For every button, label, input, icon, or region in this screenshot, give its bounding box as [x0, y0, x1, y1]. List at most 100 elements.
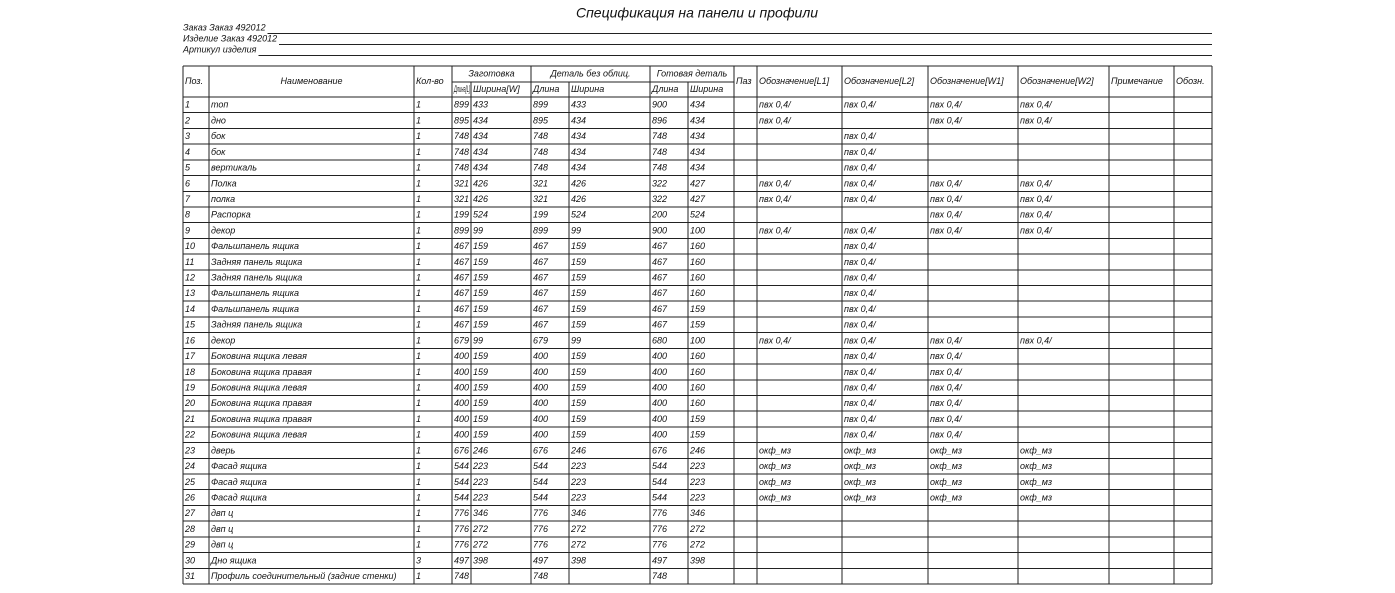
cell: 159 [473, 367, 488, 377]
cell: 272 [570, 540, 586, 550]
item-name: Задняя панель ящика [211, 273, 302, 283]
cell: 497 [454, 555, 470, 565]
cell: 1 [416, 492, 421, 502]
item-name: двп ц [211, 540, 233, 550]
cell: 1 [416, 304, 421, 314]
cell: 160 [690, 288, 705, 298]
cell: 321 [533, 178, 548, 188]
cell: пвх 0,4/ [844, 178, 877, 188]
cell: 1 [416, 430, 421, 440]
cell: 467 [533, 241, 549, 251]
cell: пвх 0,4/ [759, 100, 792, 110]
title: Спецификация на панели и профили [576, 5, 818, 21]
cell: 400 [652, 367, 667, 377]
cell: 899 [454, 225, 469, 235]
cell: пвх 0,4/ [844, 147, 877, 157]
cell: 160 [690, 383, 705, 393]
cell: 1 [416, 115, 421, 125]
item-name: Профиль соединительный (задние стенки) [211, 571, 397, 581]
cell: пвх 0,4/ [844, 367, 877, 377]
cell: 28 [184, 524, 195, 534]
cell: пвх 0,4/ [1020, 194, 1053, 204]
cell: 467 [652, 304, 668, 314]
cell: 467 [454, 273, 470, 283]
cell: 30 [185, 555, 195, 565]
cell: пвх 0,4/ [844, 430, 877, 440]
cell: 159 [571, 241, 586, 251]
cell: 680 [652, 335, 667, 345]
cell: 159 [571, 304, 586, 314]
cell: 1 [185, 100, 190, 110]
sub-header: Ширина[W] [473, 84, 520, 94]
cell: 427 [690, 178, 706, 188]
column-header: Поз. [185, 76, 203, 86]
cell: пвх 0,4/ [759, 178, 792, 188]
cell: 246 [570, 445, 586, 455]
cell: пвх 0,4/ [1020, 115, 1053, 125]
cell: 6 [185, 178, 190, 188]
cell: окф_мз [759, 492, 791, 502]
cell: пвх 0,4/ [930, 335, 963, 345]
cell: 776 [454, 540, 469, 550]
cell: 99 [571, 335, 581, 345]
cell: 1 [416, 225, 421, 235]
cell: окф_мз [930, 445, 962, 455]
cell: 434 [571, 131, 586, 141]
cell: окф_мз [930, 492, 962, 502]
cell: 1 [416, 288, 421, 298]
cell: 467 [652, 241, 668, 251]
cell: 776 [533, 540, 548, 550]
cell: пвх 0,4/ [930, 430, 963, 440]
cell: пвх 0,4/ [930, 225, 963, 235]
cell: 1 [416, 414, 421, 424]
cell: 544 [533, 492, 548, 502]
cell: 900 [652, 225, 667, 235]
cell: 467 [652, 257, 668, 267]
item-name: Задняя панель ящика [211, 257, 302, 267]
cell: 99 [473, 335, 483, 345]
cell: 321 [533, 194, 548, 204]
cell: пвх 0,4/ [1020, 335, 1053, 345]
cell: 400 [454, 351, 469, 361]
column-header: Наименование [280, 76, 342, 86]
cell: окф_мз [1020, 492, 1052, 502]
cell: 400 [533, 414, 548, 424]
cell: 467 [652, 273, 668, 283]
cell: 467 [533, 257, 549, 267]
cell: 776 [652, 508, 667, 518]
cell: 29 [184, 540, 195, 550]
cell: 322 [652, 194, 667, 204]
cell: 1 [416, 163, 421, 173]
item-name: Боковина ящика левая [211, 351, 307, 361]
cell: 1 [416, 524, 421, 534]
cell: 159 [473, 398, 488, 408]
cell: пвх 0,4/ [930, 178, 963, 188]
cell: пвх 0,4/ [1020, 100, 1053, 110]
cell: 434 [690, 131, 705, 141]
cell: пвх 0,4/ [844, 398, 877, 408]
cell: 159 [473, 273, 488, 283]
cell: пвх 0,4/ [930, 351, 963, 361]
item-name: двп ц [211, 524, 233, 534]
cell: 160 [690, 367, 705, 377]
cell: 3 [416, 555, 421, 565]
cell: пвх 0,4/ [930, 100, 963, 110]
cell: окф_мз [759, 445, 791, 455]
cell: 524 [690, 210, 705, 220]
cell: окф_мз [844, 445, 876, 455]
cell: пвх 0,4/ [759, 225, 792, 235]
cell: 321 [454, 194, 469, 204]
cell: окф_мз [1020, 461, 1052, 471]
cell: 27 [184, 508, 196, 518]
cell: 15 [185, 320, 196, 330]
cell: окф_мз [1020, 445, 1052, 455]
cell: 497 [652, 555, 668, 565]
cell: пвх 0,4/ [1020, 225, 1053, 235]
cell: 1 [416, 508, 421, 518]
cell: 1 [416, 131, 421, 141]
cell: 272 [689, 524, 705, 534]
cell: 1 [416, 383, 421, 393]
cell: пвх 0,4/ [759, 194, 792, 204]
cell: 434 [473, 115, 488, 125]
